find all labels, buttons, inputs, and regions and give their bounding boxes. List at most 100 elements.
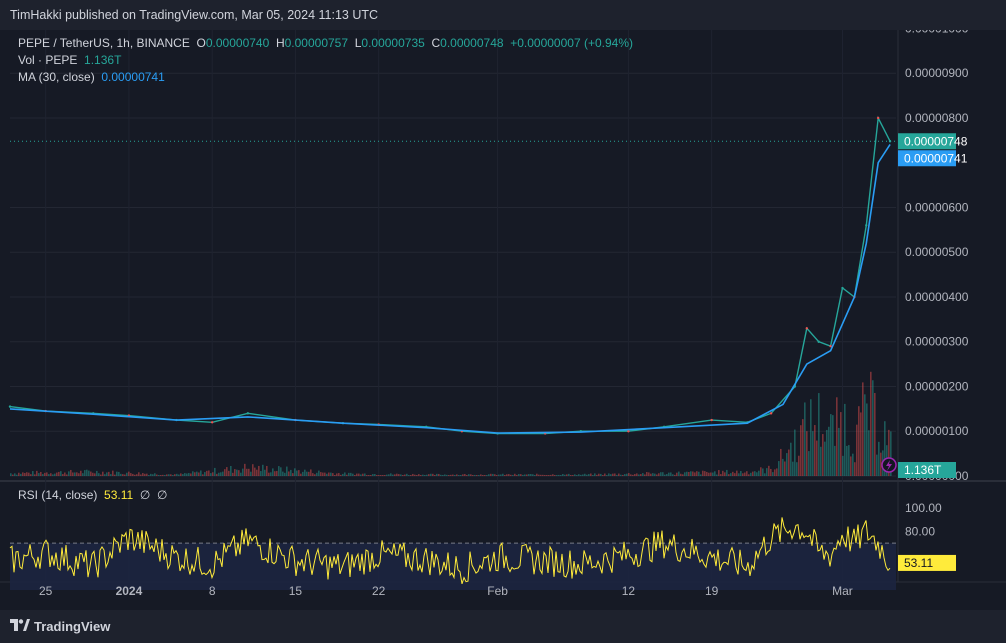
- lightning-icon-glyph: [886, 460, 892, 471]
- volume-bar: [732, 471, 734, 476]
- volume-bar: [174, 474, 176, 476]
- volume-bar: [390, 473, 392, 476]
- volume-bar: [712, 472, 714, 476]
- volume-bar: [170, 474, 172, 476]
- volume-bar: [828, 426, 830, 476]
- volume-bar: [252, 464, 254, 476]
- volume-bar: [342, 473, 344, 476]
- volume-bar: [536, 473, 538, 476]
- change-value: +0.00000007 (+0.94%): [510, 36, 633, 50]
- volume-bar: [234, 469, 236, 476]
- symbol-name[interactable]: PEPE / TetherUS, 1h, BINANCE: [18, 36, 190, 50]
- volume-bar: [554, 475, 556, 476]
- volume-bar: [626, 473, 628, 476]
- price-tick-label: 0.00000500: [905, 245, 969, 259]
- volume-bar: [480, 474, 482, 476]
- volume-bar: [148, 475, 150, 476]
- volume-bar: [840, 412, 842, 476]
- volume-bar: [876, 454, 878, 476]
- rsi-legend[interactable]: RSI (14, close) 53.11 ∅ ∅: [18, 488, 167, 502]
- volume-bar: [448, 475, 450, 476]
- volume-bar: [66, 474, 68, 476]
- volume-bar: [800, 425, 802, 476]
- rsi-tick-label: 100.00: [905, 501, 942, 515]
- volume-bar: [16, 474, 18, 476]
- volume-bar: [606, 475, 608, 476]
- price-point: [246, 412, 250, 415]
- volume-bar: [424, 475, 426, 476]
- volume-bar: [140, 474, 142, 476]
- volume-bar: [826, 429, 828, 476]
- price-chart-svg[interactable]: 0.00001000 0.00000900 0.00000800 0.00000600…: [0, 30, 1006, 610]
- volume-bar: [432, 473, 434, 476]
- volume-bar: [654, 473, 656, 476]
- volume-bar: [856, 424, 858, 476]
- volume-bar: [624, 474, 626, 476]
- symbol-legend: PEPE / TetherUS, 1h, BINANCE O0.00000740…: [18, 36, 633, 50]
- volume-bar: [106, 472, 108, 476]
- price-tick-label: 0.00000900: [905, 66, 969, 80]
- volume-bar: [590, 473, 592, 476]
- volume-bar: [796, 462, 798, 476]
- volume-bar: [788, 449, 790, 476]
- volume-bar: [708, 472, 710, 476]
- volume-bar: [160, 475, 162, 476]
- price-point: [210, 421, 214, 424]
- volume-bar: [298, 470, 300, 476]
- volume-bar: [558, 474, 560, 476]
- volume-bar: [116, 471, 118, 476]
- volume-bar: [434, 474, 436, 476]
- volume-bar: [546, 475, 548, 476]
- volume-bar: [470, 474, 472, 476]
- volume-bar: [192, 471, 194, 476]
- ma-label: MA (30, close): [18, 70, 95, 84]
- volume-bar: [522, 474, 524, 476]
- volume-bar: [378, 475, 380, 476]
- price-point: [769, 412, 773, 415]
- volume-bar: [474, 474, 476, 476]
- volume-bar: [702, 470, 704, 476]
- volume-bar: [564, 474, 566, 476]
- volume-bar: [644, 474, 646, 476]
- volume-bar: [168, 474, 170, 476]
- volume-bar: [742, 473, 744, 476]
- volume-bar: [430, 473, 432, 476]
- volume-bar: [780, 448, 782, 476]
- rsi-badge-bg: [898, 554, 956, 571]
- volume-bar: [596, 474, 598, 476]
- volume-bar: [862, 382, 864, 476]
- volume-bar: [256, 469, 258, 476]
- volume-bar: [112, 470, 114, 476]
- volume-bar: [552, 474, 554, 476]
- volume-bar: [714, 471, 716, 476]
- volume-bar: [646, 471, 648, 476]
- volume-bar: [380, 474, 382, 476]
- chart-area[interactable]: 0.00001000 0.00000900 0.00000800 0.00000600…: [0, 30, 1006, 610]
- volume-bar: [372, 474, 374, 476]
- volume-bar: [376, 475, 378, 476]
- rsi-tick-label: 80.00: [905, 524, 935, 538]
- volume-bar: [514, 473, 516, 476]
- volume-bar: [280, 467, 282, 476]
- ma-legend[interactable]: MA (30, close) 0.00000741: [18, 70, 165, 84]
- volume-bar: [300, 473, 302, 476]
- volume-bar: [156, 474, 158, 476]
- volume-bar: [442, 475, 444, 476]
- volume-bar: [144, 473, 146, 476]
- volume-bar: [816, 440, 818, 476]
- volume-bar: [166, 474, 168, 476]
- volume-bar: [104, 474, 106, 476]
- volume-bar: [656, 474, 658, 476]
- volume-bar: [386, 474, 388, 476]
- volume-bar: [880, 452, 882, 476]
- volume-bar: [830, 414, 832, 476]
- volume-bar: [76, 472, 78, 476]
- volume-legend[interactable]: Vol · PEPE 1.136T: [18, 53, 121, 67]
- volume-bar: [814, 425, 816, 476]
- volume-bar: [792, 461, 794, 476]
- volume-bar: [208, 470, 210, 476]
- volume-bar: [186, 473, 188, 476]
- volume-bar: [98, 473, 100, 476]
- volume-bar: [668, 472, 670, 476]
- rsi-badge: 53.11: [904, 556, 933, 570]
